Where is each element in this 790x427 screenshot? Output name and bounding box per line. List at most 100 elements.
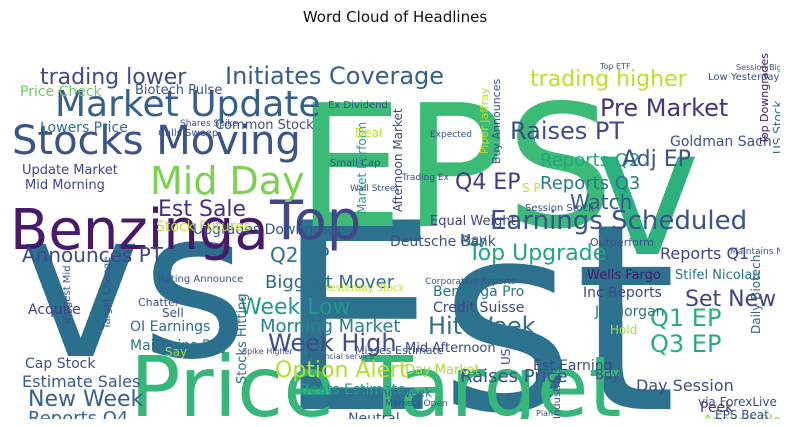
word-via-forexlive: via ForexLive <box>698 395 777 409</box>
word-neutral: Neutral <box>348 411 400 419</box>
word-cloud-plot: vs Est EPS Price Target v Benzinga Top Stocks M… <box>10 34 780 419</box>
word-lowers-price: Lowers Price <box>40 120 128 136</box>
word-est: Est <box>275 169 677 419</box>
word-session-stock: Session Stock <box>525 203 594 214</box>
word-trading-lower: trading lower <box>40 65 187 90</box>
word-common-stock: Common Stock <box>215 118 314 133</box>
word-target-change: Target Change <box>102 257 113 330</box>
word-trading-ex: Trading Ex <box>401 173 450 183</box>
word-hold: Hold <box>610 323 637 337</box>
word-deutsche-bank: Deutsche Bank <box>390 234 497 250</box>
chart-title: Word Cloud of Headlines <box>302 8 488 26</box>
word-market-perform: Market Perform <box>355 122 369 214</box>
word-q4-ep: Q4 EP <box>455 170 520 195</box>
word-day-market: Day Market <box>405 363 480 378</box>
word-hit-week: Hit Week <box>428 312 536 340</box>
word-say: Say <box>165 345 187 359</box>
word-q2-ep: Q2 EP <box>270 243 330 267</box>
word-plan: Plan <box>536 409 553 418</box>
word-eps-beat: EPS Beat <box>715 408 769 419</box>
word-financial-service: Financial service <box>308 352 374 361</box>
word-pre-market: Pre Market <box>600 94 728 122</box>
word-s-p: S P <box>522 181 541 195</box>
word-reports-q2: Reports Q2 <box>540 150 640 171</box>
word-est-sale: Est Sale <box>158 197 246 222</box>
word-buy: Buy <box>595 368 620 383</box>
word-biotech-pulse: Biotech Pulse <box>135 83 222 98</box>
word-expected: Expected <box>430 130 472 140</box>
word-equal-weight: Equal Weight <box>430 214 516 229</box>
word-week-high: Week High <box>268 329 397 357</box>
word-price-check: Price Check <box>20 84 103 100</box>
word-shares-spike: Shares Spike <box>180 119 238 129</box>
word-earnings-scheduled: Earnings Scheduled <box>490 206 747 236</box>
word-market-update: Market Update <box>55 84 321 125</box>
word-maintains-buy: Maintains Buy <box>130 338 229 354</box>
word-vs: vs <box>20 167 248 405</box>
word-initiates-coverage: Initiates Coverage <box>225 62 444 90</box>
word-oi-earnings: OI Earnings <box>130 319 210 335</box>
word-week-low: Week Low <box>240 295 351 320</box>
word-outperform: Outperform <box>590 236 654 249</box>
word-spike-higher: Spike Higher <box>242 347 294 356</box>
word-update-market: Update Market <box>22 163 118 178</box>
word-inc-reports: Inc Reports <box>583 285 662 301</box>
word-credit-suisse: Credit Suisse <box>433 300 524 316</box>
word-watch: Watch <box>570 190 632 214</box>
word-corporation-reports: Corporation Reports <box>425 277 516 287</box>
word-top: Top <box>269 189 361 252</box>
word-biggest-mid: Biggest Mid <box>62 265 73 324</box>
word-markets-open: Markets Open <box>385 399 448 409</box>
word-benzinga: Benzinga <box>10 198 269 263</box>
word-mid-afternoon: Mid Afternoon <box>405 341 496 356</box>
word-acquire: Acquire <box>28 302 81 318</box>
word-benzinga-pro: Benzinga Pro <box>433 284 524 300</box>
word-stocks-moving: Stocks Moving <box>12 118 301 164</box>
word-reports-q1: Reports Q1 <box>660 244 749 263</box>
word-raises-pt: Raises PT <box>510 117 624 145</box>
word-session-biggest: Session Biggest <box>736 63 780 72</box>
word-biggest-mover: Biggest Mover <box>265 272 395 293</box>
word-calls-sweep: Calls Sweep <box>158 128 218 139</box>
word-morning-market: Morning Market <box>260 316 400 337</box>
word-may: May <box>460 233 487 248</box>
word-peek: Peek <box>700 400 734 416</box>
word-top-etf: Top ETF <box>599 62 631 71</box>
word-maintains-neutral: Maintains Neutral <box>730 247 780 257</box>
word-top-downgrades: Top Downgrades <box>758 53 771 145</box>
word-rating-announce: Rating Announce <box>158 274 243 285</box>
word-v: v <box>595 89 700 296</box>
word-adj-ep: Adj EP <box>622 147 691 172</box>
word-chatter: Chatter <box>138 296 180 309</box>
word-estimate-sales: Estimate Sales <box>22 372 140 391</box>
word-q1-ep: Q1 EP <box>650 304 721 332</box>
word-daily-biotech: Daily Biotech <box>749 255 763 334</box>
word-piper-jaffray: Piper Jaffray <box>478 87 491 154</box>
word-day-session: Day Session <box>636 376 734 395</box>
word-price-target: Price Target <box>130 338 622 419</box>
word-industrials: Industrials <box>552 367 563 419</box>
word-yesterday-stock: Yesterday Stock <box>324 283 405 294</box>
word-stifel-nicolau: Stifel Nicolau <box>675 268 761 283</box>
word-beats-estimate: Beats Estimate <box>300 382 406 398</box>
word-analyst-blog: Analyst Blog <box>703 413 780 419</box>
word-eps: EPS <box>296 69 614 267</box>
word-mid-morning: Mid Morning <box>25 178 105 193</box>
word-q3-ep: Q3 EP <box>650 330 721 358</box>
word-announces-pt: Announces PT <box>22 243 164 267</box>
word-hitting-week: Hitting Week <box>355 386 432 400</box>
word-misses-estimate: Misses Estimate <box>355 344 444 357</box>
word-upgrades-downgrade: Upgrades Downgrade <box>193 222 345 238</box>
word-cap-stock: Cap Stock <box>25 356 96 372</box>
word-small-cap: Small Cap <box>330 158 380 169</box>
word-new-week: New Week <box>28 387 144 412</box>
word-us-stock: US Stock <box>771 101 780 154</box>
word-wall-street: Wall Street <box>350 184 400 194</box>
word-afternoon-market: Afternoon Market <box>391 108 405 212</box>
word-mid-day: Mid Day <box>150 159 305 203</box>
word-stocks-hitting: Stocks Hitting <box>235 293 250 384</box>
word-stock-futures: Stock Futures <box>156 219 251 235</box>
word-buy-announces: Buy Announces <box>490 79 503 164</box>
word-reports-q4: Reports Q4 <box>28 408 128 419</box>
